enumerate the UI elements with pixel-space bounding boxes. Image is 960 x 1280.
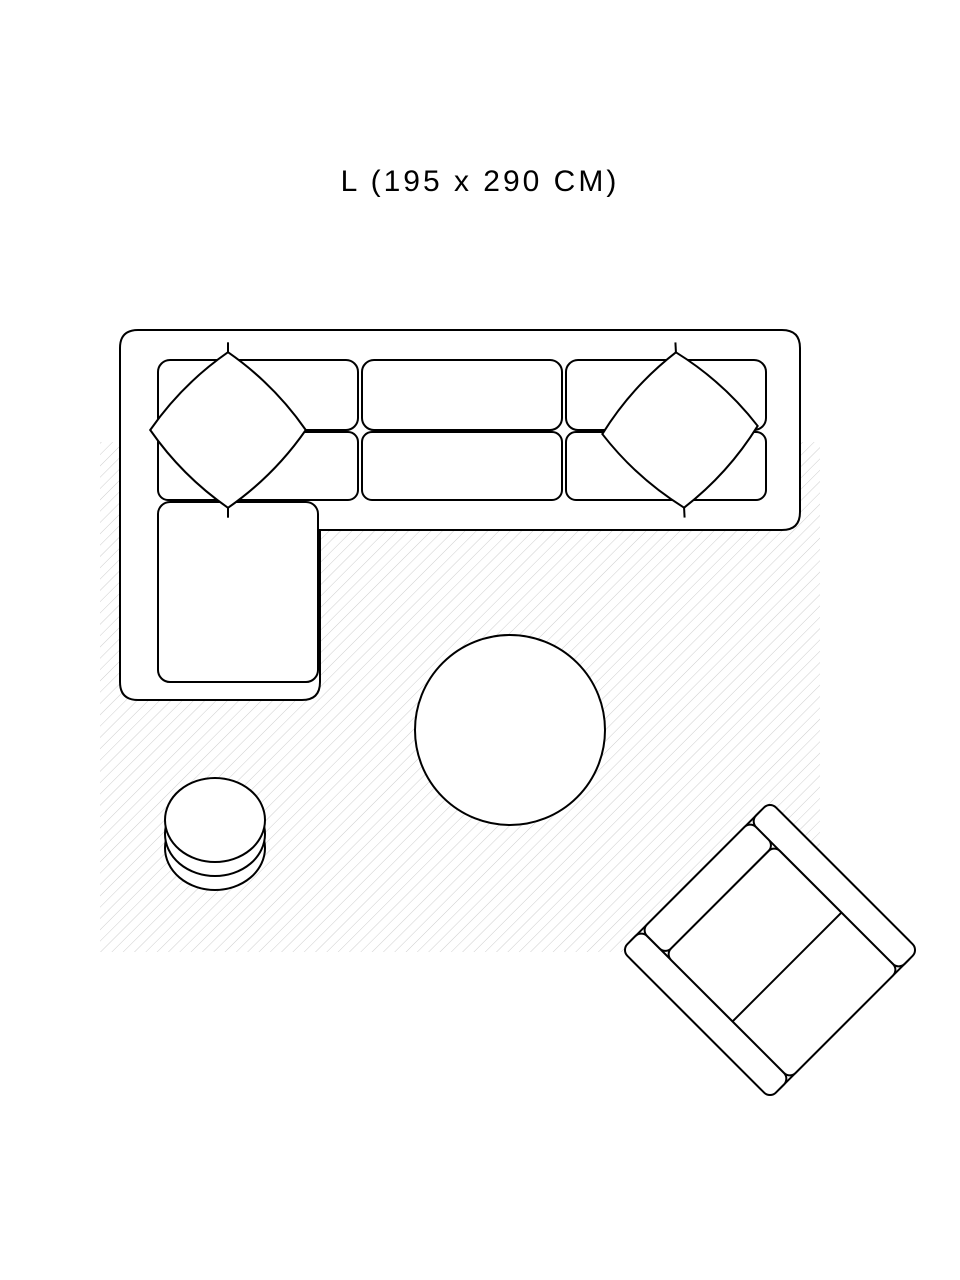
diagram-canvas: L (195 x 290 CM): [0, 0, 960, 1280]
diagram-title: L (195 x 290 CM): [0, 165, 960, 199]
coffee-table: [415, 635, 605, 825]
sofa-chaise-seat: [158, 502, 318, 682]
sofa-back-cushion: [362, 360, 562, 430]
side-table: [165, 778, 265, 890]
sofa-seat-cushion: [362, 432, 562, 500]
